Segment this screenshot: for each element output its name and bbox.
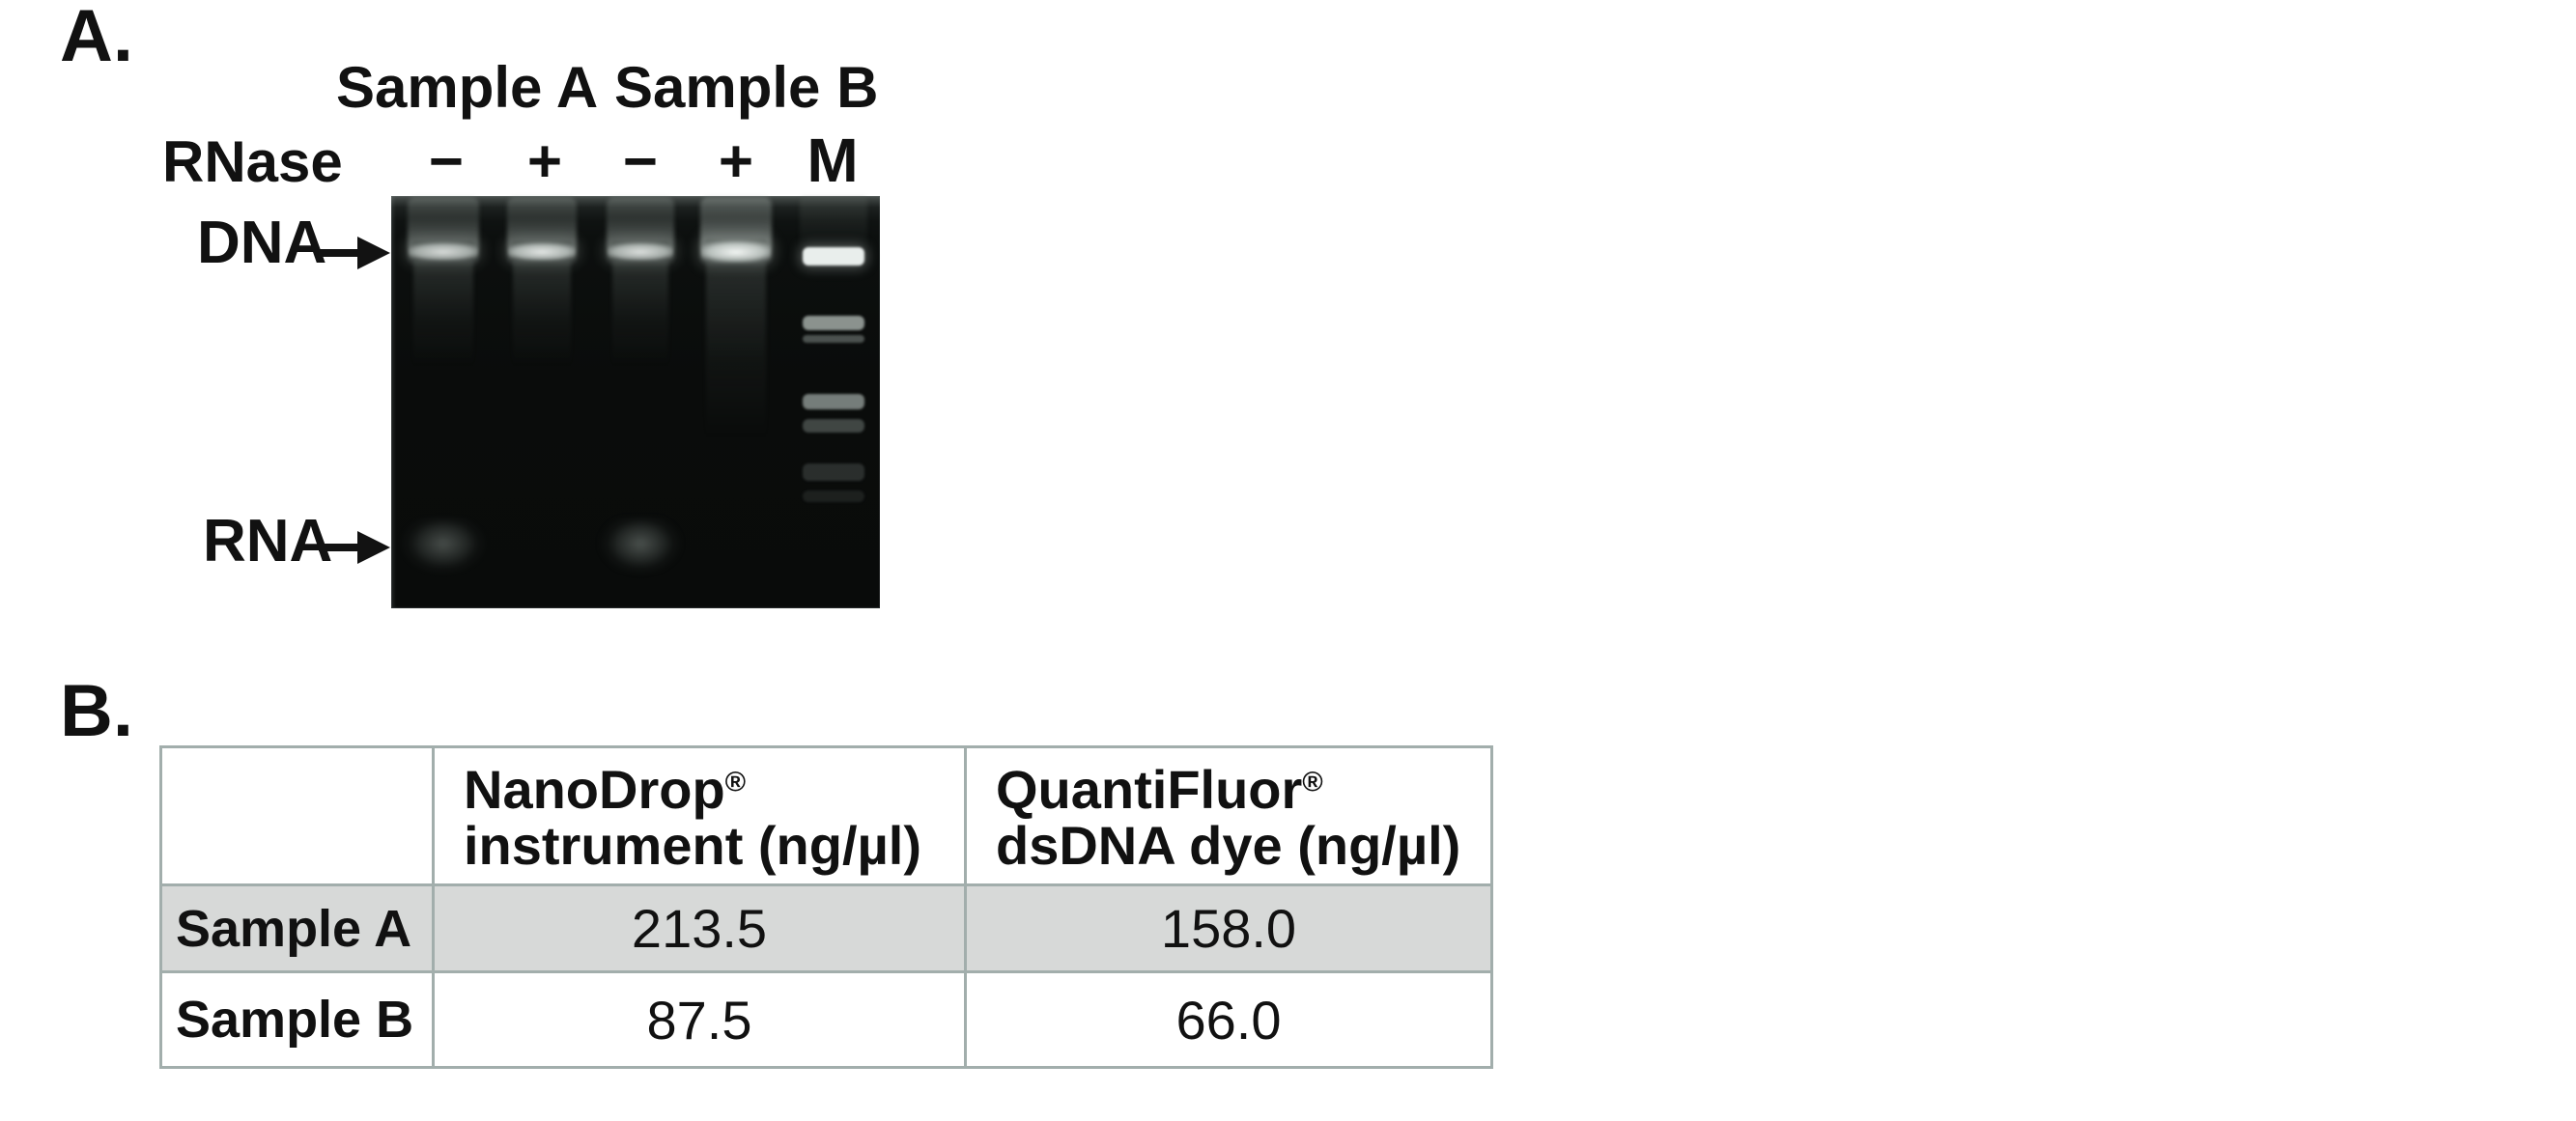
sample-b-quantifluor-value: 66.0 xyxy=(964,970,1493,1069)
rnase-row-label: RNase xyxy=(162,129,343,194)
gel-lane-sample-a-minus xyxy=(400,196,487,608)
gel-lane-sample-b-plus xyxy=(700,196,772,608)
marker-band xyxy=(803,247,864,266)
lane-mark-marker: M xyxy=(807,126,859,195)
sample-a-quantifluor-value: 158.0 xyxy=(964,883,1493,973)
sample-a-nanodrop-value: 213.5 xyxy=(432,883,967,973)
gel-dna-band xyxy=(409,241,478,261)
rna-band-label: RNA xyxy=(203,508,333,575)
lane-mark-sample-b-plus: + xyxy=(718,128,754,195)
header-line-2: instrument (ng/µl) xyxy=(464,815,922,876)
gel-dna-band xyxy=(608,241,673,261)
gel-lane-sample-b-minus xyxy=(599,196,682,608)
table-row-sample-b: Sample B 87.5 66.0 xyxy=(159,970,1493,1069)
gel-lane-marker xyxy=(800,196,867,608)
marker-band xyxy=(803,419,864,433)
dna-band-label: DNA xyxy=(197,210,327,276)
gel-group-label-sample-b: Sample B xyxy=(614,55,879,120)
header-line-2: dsDNA dye (ng/µl) xyxy=(996,815,1461,876)
header-line-1: QuantiFluor® xyxy=(996,762,1481,818)
gel-lane-smear xyxy=(706,260,766,438)
gel-rna-band xyxy=(599,518,682,575)
header-line-1: NanoDrop® xyxy=(464,762,954,818)
gel-group-label-sample-a: Sample A xyxy=(336,55,599,120)
marker-band xyxy=(803,394,864,409)
gel-dna-band xyxy=(508,241,576,261)
marker-band xyxy=(803,316,864,330)
row-label-sample-a: Sample A xyxy=(159,883,435,973)
marker-band xyxy=(803,335,864,343)
registered-mark: ® xyxy=(724,767,747,799)
nanodrop-name: NanoDrop xyxy=(464,759,725,820)
gel-lane-smear xyxy=(513,260,571,366)
gel-image xyxy=(391,196,880,608)
lane-mark-sample-a-plus: + xyxy=(526,128,563,195)
gel-lane-sample-a-plus xyxy=(507,196,577,608)
quantification-table: NanoDrop® instrument (ng/µl) QuantiFluor… xyxy=(159,745,1493,1069)
dna-arrow-icon xyxy=(319,237,390,269)
gel-rna-band xyxy=(400,518,487,575)
table-row-sample-a: Sample A 213.5 158.0 xyxy=(159,883,1493,973)
lane-mark-sample-b-minus: − xyxy=(622,128,659,195)
marker-band xyxy=(803,490,864,502)
gel-lane-smear xyxy=(612,260,668,366)
gel-lane-smear xyxy=(413,260,473,366)
table-header-row: NanoDrop® instrument (ng/µl) QuantiFluor… xyxy=(159,745,1493,886)
table-header-nanodrop: NanoDrop® instrument (ng/µl) xyxy=(432,745,967,886)
sample-b-nanodrop-value: 87.5 xyxy=(432,970,967,1069)
gel-dna-band xyxy=(701,239,771,263)
gel-well-smear xyxy=(800,197,867,251)
panel-a-label: A. xyxy=(60,0,133,77)
registered-mark: ® xyxy=(1302,767,1323,799)
rna-arrow-icon xyxy=(319,531,390,564)
lane-mark-sample-a-minus: − xyxy=(428,128,465,195)
table-corner-cell xyxy=(159,745,435,886)
table-header-quantifluor: QuantiFluor® dsDNA dye (ng/µl) xyxy=(964,745,1493,886)
panel-b-label: B. xyxy=(60,670,133,752)
quantifluor-name: QuantiFluor xyxy=(996,759,1303,820)
row-label-sample-b: Sample B xyxy=(159,970,435,1069)
marker-band xyxy=(803,463,864,481)
